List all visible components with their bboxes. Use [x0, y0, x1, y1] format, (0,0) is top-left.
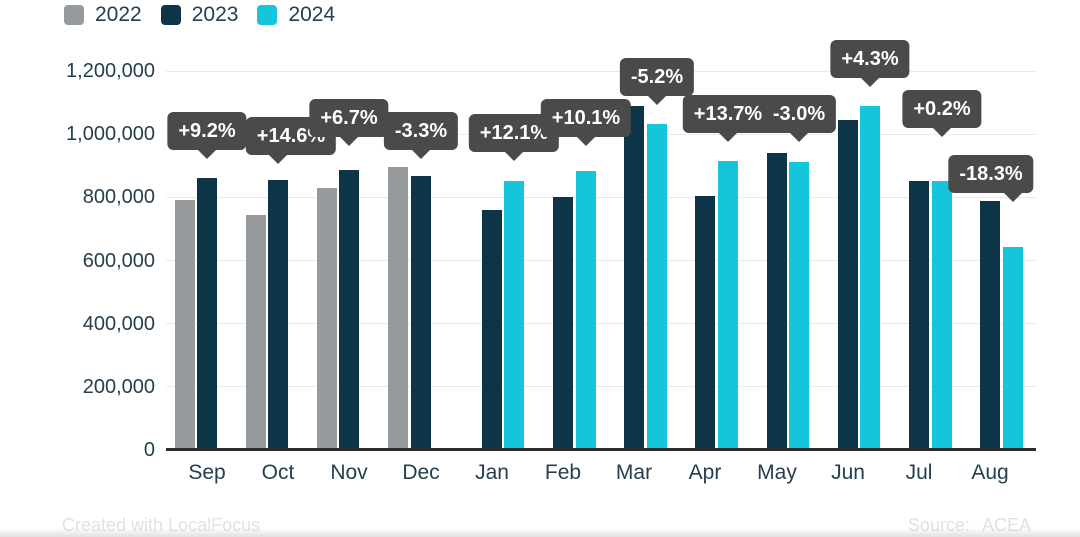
bar-2024-mar[interactable]: [647, 124, 667, 450]
change-bubble-apr: +13.7%: [682, 95, 774, 133]
bar-2023-jul[interactable]: [909, 181, 929, 450]
y-axis-tick-label: 0: [143, 439, 155, 461]
bar-2023-jun[interactable]: [838, 120, 858, 450]
x-axis-label-sep: Sep: [188, 461, 226, 484]
source-credit: Source: ACEA: [908, 515, 1031, 536]
legend-item-2022[interactable]: 2022: [64, 3, 142, 27]
change-bubble-tail-nov: [338, 135, 360, 146]
x-axis-label-jan: Jan: [475, 461, 509, 484]
change-bubble-dec: -3.3%: [383, 112, 459, 150]
x-axis-label-mar: Mar: [615, 461, 653, 484]
change-bubble-jul: +0.2%: [902, 90, 982, 128]
change-bubble-tail-feb: [575, 135, 597, 146]
legend: 2022 2023 2024: [64, 3, 335, 27]
legend-item-2023[interactable]: 2023: [160, 3, 239, 27]
change-bubble-may: -3.0%: [761, 95, 837, 133]
legend-item-2024[interactable]: 2024: [257, 3, 335, 27]
x-axis-label-dec: Dec: [402, 461, 440, 484]
change-bubble-mar: -5.2%: [619, 58, 695, 96]
bar-2022-oct[interactable]: [246, 215, 266, 450]
legend-label-2023: 2023: [191, 3, 239, 26]
bar-2022-dec[interactable]: [388, 167, 408, 450]
bar-2022-sep[interactable]: [175, 200, 195, 450]
bar-2024-jun[interactable]: [860, 106, 880, 450]
gridline-200,000: [166, 386, 1036, 387]
gridline-600,000: [166, 260, 1036, 261]
bar-2023-may[interactable]: [767, 153, 787, 450]
x-axis-label-aug: Aug: [971, 461, 1009, 484]
y-axis-tick-label: 600,000: [82, 250, 155, 272]
change-bubble-aug: -18.3%: [948, 155, 1034, 193]
bar-2023-dec[interactable]: [411, 176, 431, 450]
bar-2024-jan[interactable]: [504, 181, 524, 450]
gridline-800,000: [166, 197, 1036, 198]
y-axis-tick-label: 1,000,000: [66, 123, 155, 145]
x-axis-label-oct: Oct: [261, 461, 295, 484]
x-axis-label-nov: Nov: [330, 461, 368, 484]
y-axis-tick-label: 800,000: [82, 186, 155, 208]
bar-2023-aug[interactable]: [980, 201, 1000, 450]
x-axis-label-jun: Jun: [831, 461, 865, 484]
y-axis-tick-label: 400,000: [82, 313, 155, 335]
change-bubble-tail-mar: [646, 94, 668, 105]
x-axis-baseline: [166, 448, 1036, 451]
legend-label-2024: 2024: [288, 3, 336, 26]
legend-label-2022: 2022: [95, 3, 142, 26]
change-bubble-tail-dec: [410, 148, 432, 159]
bar-2023-sep[interactable]: [197, 178, 217, 450]
bar-2023-apr[interactable]: [695, 196, 715, 450]
bar-2024-aug[interactable]: [1003, 247, 1023, 450]
change-bubble-tail-apr: [717, 131, 739, 142]
x-axis-label-jul: Jul: [905, 461, 933, 484]
localfocus-credit[interactable]: Created with LocalFocus: [62, 515, 261, 535]
bar-2023-mar[interactable]: [624, 106, 644, 450]
change-bubble-tail-aug: [1002, 191, 1024, 202]
change-bubble-tail-jan: [503, 150, 525, 161]
bar-2023-nov[interactable]: [339, 170, 359, 450]
y-axis-tick-label: 200,000: [82, 376, 155, 398]
change-bubble-jun: +4.3%: [830, 40, 910, 78]
legend-swatch-2023: [160, 5, 181, 25]
bar-2024-feb[interactable]: [576, 171, 596, 450]
bar-2024-may[interactable]: [789, 162, 809, 450]
change-bubble-feb: +10.1%: [540, 99, 632, 137]
change-bubble-tail-may: [788, 131, 810, 142]
change-bubble-tail-sep: [196, 148, 218, 159]
bar-2024-jul[interactable]: [932, 181, 952, 450]
x-axis-label-feb: Feb: [544, 461, 582, 484]
source-label: Source:: [907, 515, 970, 535]
gridline-1,200,000: [166, 71, 1036, 72]
change-bubble-sep: +9.2%: [167, 112, 247, 150]
y-axis-tick-label: 1,200,000: [66, 60, 155, 82]
bar-2023-feb[interactable]: [553, 197, 573, 450]
x-axis-label-apr: Apr: [688, 461, 722, 484]
legend-swatch-2024: [257, 5, 278, 25]
bar-2023-jan[interactable]: [482, 210, 502, 450]
bar-2024-apr[interactable]: [718, 161, 738, 450]
bar-2022-nov[interactable]: [317, 188, 337, 450]
source-value: ACEA: [981, 515, 1031, 535]
change-bubble-tail-jun: [859, 76, 881, 87]
legend-swatch-2022: [64, 5, 84, 25]
change-bubble-nov: +6.7%: [309, 99, 389, 137]
gridline-400,000: [166, 323, 1036, 324]
change-bubble-tail-jul: [931, 126, 953, 137]
change-bubble-tail-oct: [267, 153, 289, 164]
x-axis-label-may: May: [757, 461, 797, 484]
bar-2023-oct[interactable]: [268, 180, 288, 450]
bottom-shade: [0, 528, 1080, 537]
